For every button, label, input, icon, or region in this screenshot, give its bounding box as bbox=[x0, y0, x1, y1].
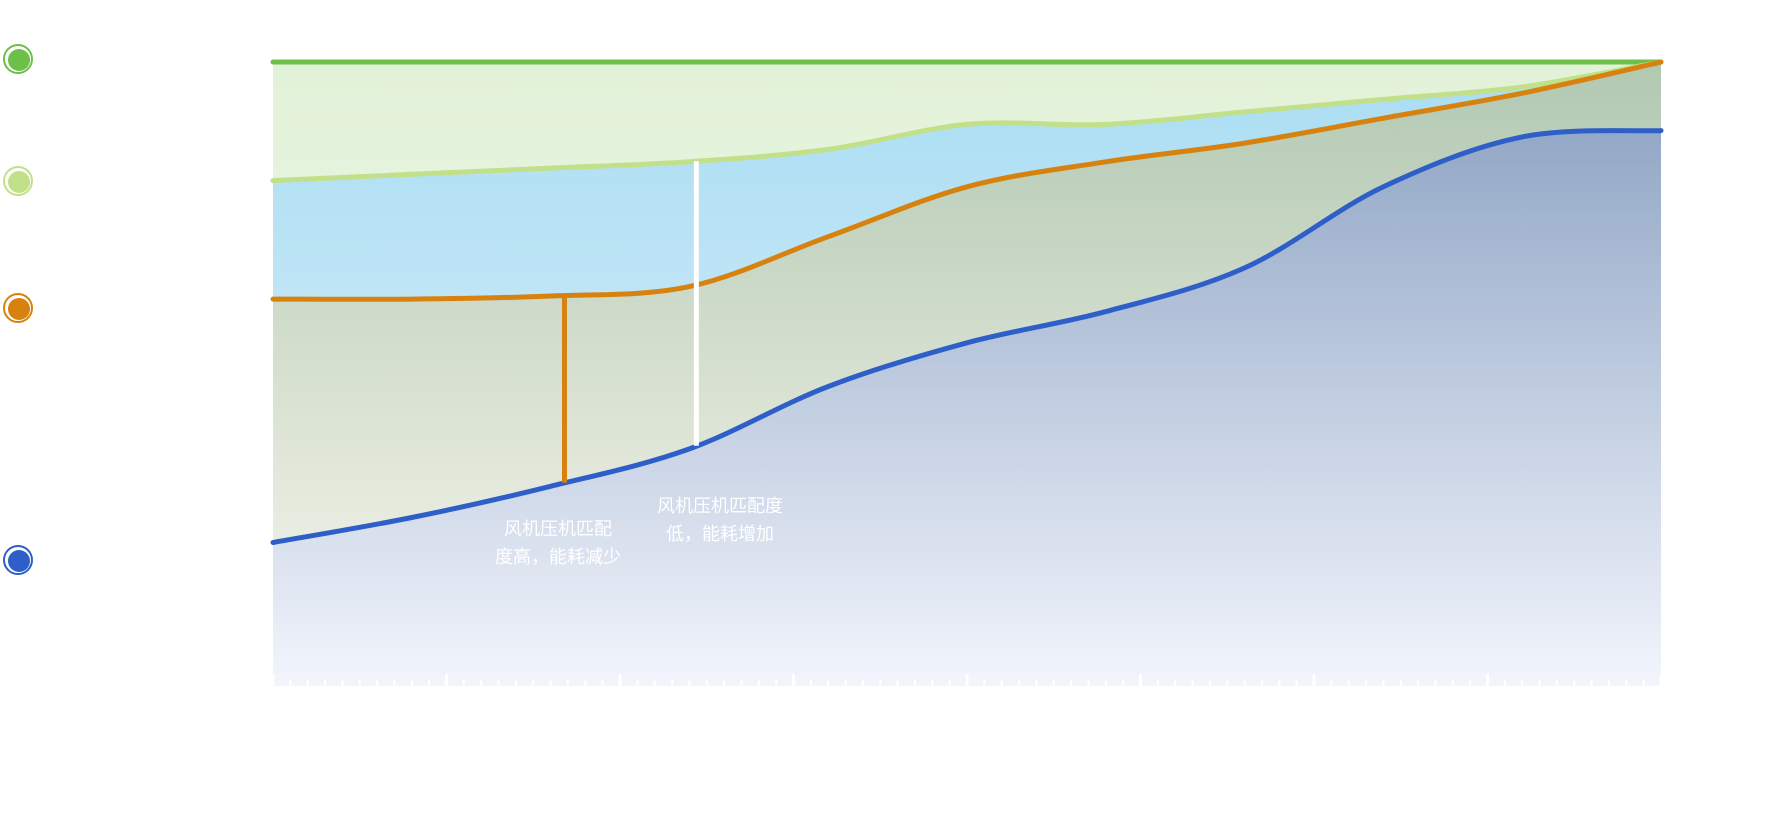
x-axis-ticks bbox=[271, 674, 1663, 686]
area-fills bbox=[273, 62, 1661, 686]
annotation-low-match: 风机压机匹配度 低，能耗增加 bbox=[645, 493, 795, 549]
legend-marker-4 bbox=[3, 545, 33, 575]
annotation-high-match: 风机压机匹配 度高，能耗减少 bbox=[488, 516, 628, 572]
legend-marker-1 bbox=[3, 44, 33, 74]
series-4-area bbox=[273, 130, 1661, 686]
series-3-line bbox=[270, 59, 1664, 302]
series-2-line bbox=[270, 59, 1664, 184]
annotation-low-match-line-2: 低，能耗增加 bbox=[666, 524, 774, 545]
annotation-markers bbox=[561, 161, 699, 483]
legend-marker-2 bbox=[3, 166, 33, 196]
annotation-low-match-line-1: 风机压机匹配度 bbox=[657, 496, 783, 517]
annotation-high-match-line-2: 度高，能耗减少 bbox=[495, 547, 621, 568]
series-lines bbox=[270, 59, 1664, 545]
legend-marker-3 bbox=[3, 293, 33, 323]
annotation-high-match-line-1: 风机压机匹配 bbox=[504, 519, 612, 540]
series-4-line bbox=[270, 128, 1664, 545]
